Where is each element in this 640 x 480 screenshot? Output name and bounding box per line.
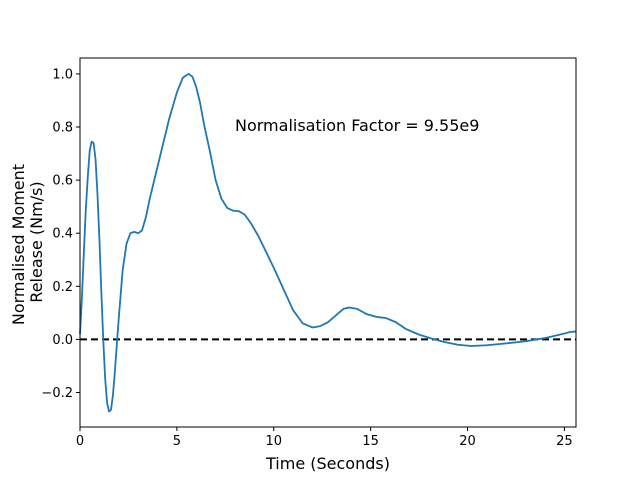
x-tick-label: 20: [459, 434, 476, 449]
y-tick-label: 0.8: [52, 121, 73, 136]
plot-area: [79, 57, 577, 428]
x-tick-label: 10: [265, 434, 282, 449]
x-axis-label: Time (Seconds): [265, 454, 390, 473]
axes-border: [79, 57, 577, 428]
axes-frame: [80, 58, 576, 427]
y-tick-label: 1.0: [52, 67, 73, 82]
y-tick-label: 0.2: [52, 280, 73, 295]
y-axis-ticks: −0.2 0.0 0.2 0.4 0.6 0.8 1.0: [41, 67, 80, 401]
x-tick-label: 15: [362, 434, 379, 449]
y-axis-label-line-2: Release (Nm/s): [27, 181, 46, 302]
y-tick-label: 0.4: [52, 227, 73, 242]
series-line: [79, 73, 577, 413]
y-axis-label: Normalised Moment Release (Nm/s): [9, 159, 46, 325]
x-tick-label: 25: [556, 434, 573, 449]
x-axis-ticks: 0 5 10 15 20 25: [76, 427, 573, 449]
normalisation-annotation: Normalisation Factor = 9.55e9: [235, 116, 479, 135]
x-tick-label: 0: [76, 434, 84, 449]
y-axis-label-line-1: Normalised Moment: [9, 164, 28, 325]
y-tick-label: 0.0: [52, 333, 73, 348]
y-tick-label: 0.6: [52, 174, 73, 189]
y-tick-label: −0.2: [41, 386, 73, 401]
x-tick-label: 5: [173, 434, 181, 449]
